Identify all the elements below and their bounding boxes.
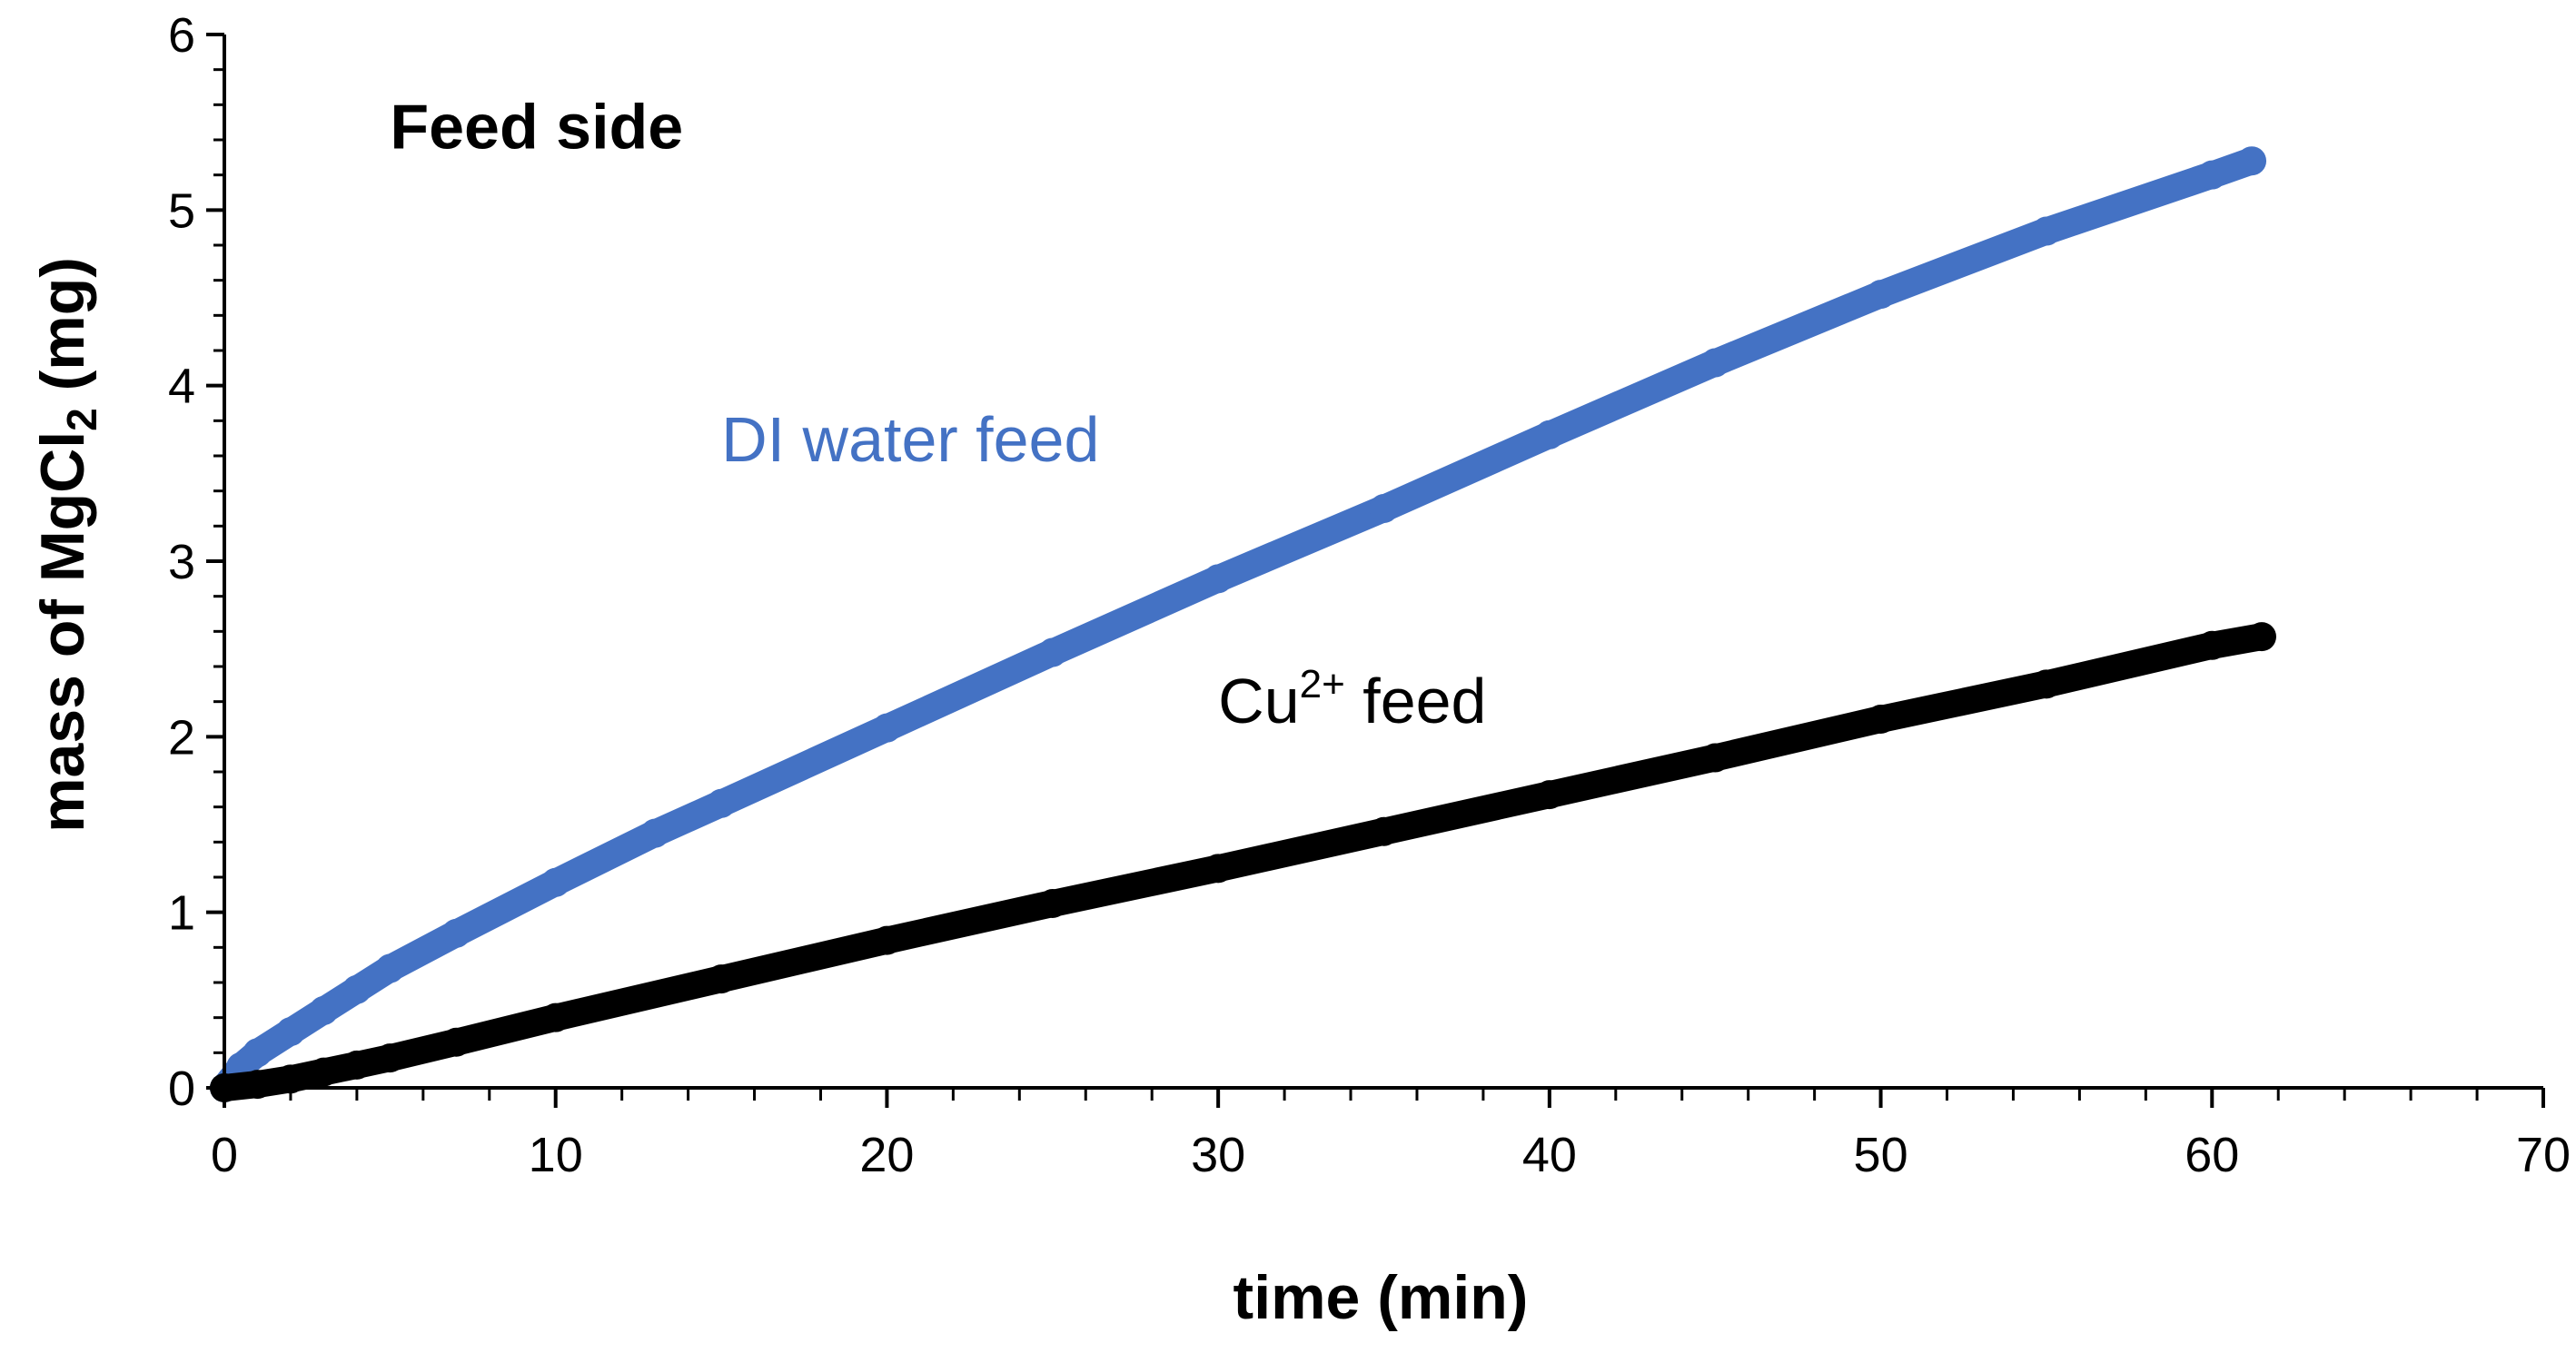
x-tick-label: 20 [859, 1128, 914, 1182]
annotation-di-label: DI water feed [721, 404, 1099, 475]
series-layer [210, 146, 2276, 1102]
data-point [1866, 280, 1896, 310]
y-tick-label: 2 [168, 710, 195, 765]
data-point [1369, 816, 1399, 846]
x-tick-label: 30 [1191, 1128, 1245, 1182]
series-cu-feed [210, 622, 2276, 1102]
y-tick-label: 5 [168, 183, 195, 238]
data-point [375, 1043, 405, 1073]
data-point [1037, 889, 1067, 918]
data-point [375, 953, 405, 983]
data-point [441, 1027, 471, 1057]
data-point [872, 713, 902, 743]
data-point [707, 964, 737, 994]
data-point [2197, 630, 2227, 660]
series-di-water [210, 146, 2267, 1102]
data-point [540, 867, 570, 897]
data-point [1534, 780, 1564, 810]
data-point [1534, 420, 1564, 449]
data-point [2197, 160, 2227, 190]
data-point [309, 995, 339, 1025]
y-tick-label: 6 [168, 8, 195, 63]
y-tick-label: 1 [168, 886, 195, 941]
data-point [2237, 146, 2267, 176]
data-point [243, 1038, 272, 1068]
data-point [1700, 348, 1730, 378]
data-point [2031, 216, 2061, 246]
data-point [1866, 705, 1896, 734]
data-point [2246, 622, 2276, 652]
x-tick-label: 60 [2185, 1128, 2239, 1182]
x-axis-title: time (min) [1234, 1263, 1529, 1332]
y-tick-label: 0 [168, 1062, 195, 1116]
y-tick-label: 3 [168, 535, 195, 589]
data-point [1369, 494, 1399, 523]
data-point [243, 1070, 272, 1100]
data-point [1037, 637, 1067, 667]
y-tick-label: 4 [168, 360, 195, 414]
annotation-cu-label: Cu2+ feed [1218, 662, 1486, 736]
data-point [441, 918, 471, 948]
annotation-panel-label: Feed side [390, 92, 683, 163]
x-tick-label: 0 [211, 1128, 238, 1182]
x-ticks: 0 10 20 30 40 50 60 70 [211, 1088, 2571, 1182]
data-point [1204, 854, 1234, 884]
data-point [309, 1057, 339, 1087]
data-point [275, 1017, 305, 1047]
y-axis-title: mass of MgCl2 (mg) [28, 257, 105, 833]
y-axis-title-suffix: (mg) [28, 257, 97, 408]
data-point [1204, 564, 1234, 594]
annotation-layer: Feed side DI water feed Cu2+ feed [390, 92, 1486, 736]
y-axis-title-subscript: 2 [58, 408, 105, 431]
data-point [640, 818, 670, 848]
x-tick-label: 50 [1854, 1128, 1908, 1182]
data-point [1700, 743, 1730, 773]
x-tick-label: 40 [1522, 1128, 1577, 1182]
series-band-di-water [211, 147, 2266, 1101]
data-point [872, 925, 902, 955]
x-tick-label: 10 [529, 1128, 583, 1182]
y-ticks: 0 1 2 3 4 5 6 [168, 8, 224, 1116]
y-axis-title-prefix: mass of MgCl [28, 431, 97, 833]
data-point [342, 974, 372, 1004]
data-point [707, 788, 737, 818]
x-tick-label: 70 [2516, 1128, 2571, 1182]
data-point [2031, 669, 2061, 699]
data-point [540, 1002, 570, 1032]
data-point [342, 1050, 372, 1080]
